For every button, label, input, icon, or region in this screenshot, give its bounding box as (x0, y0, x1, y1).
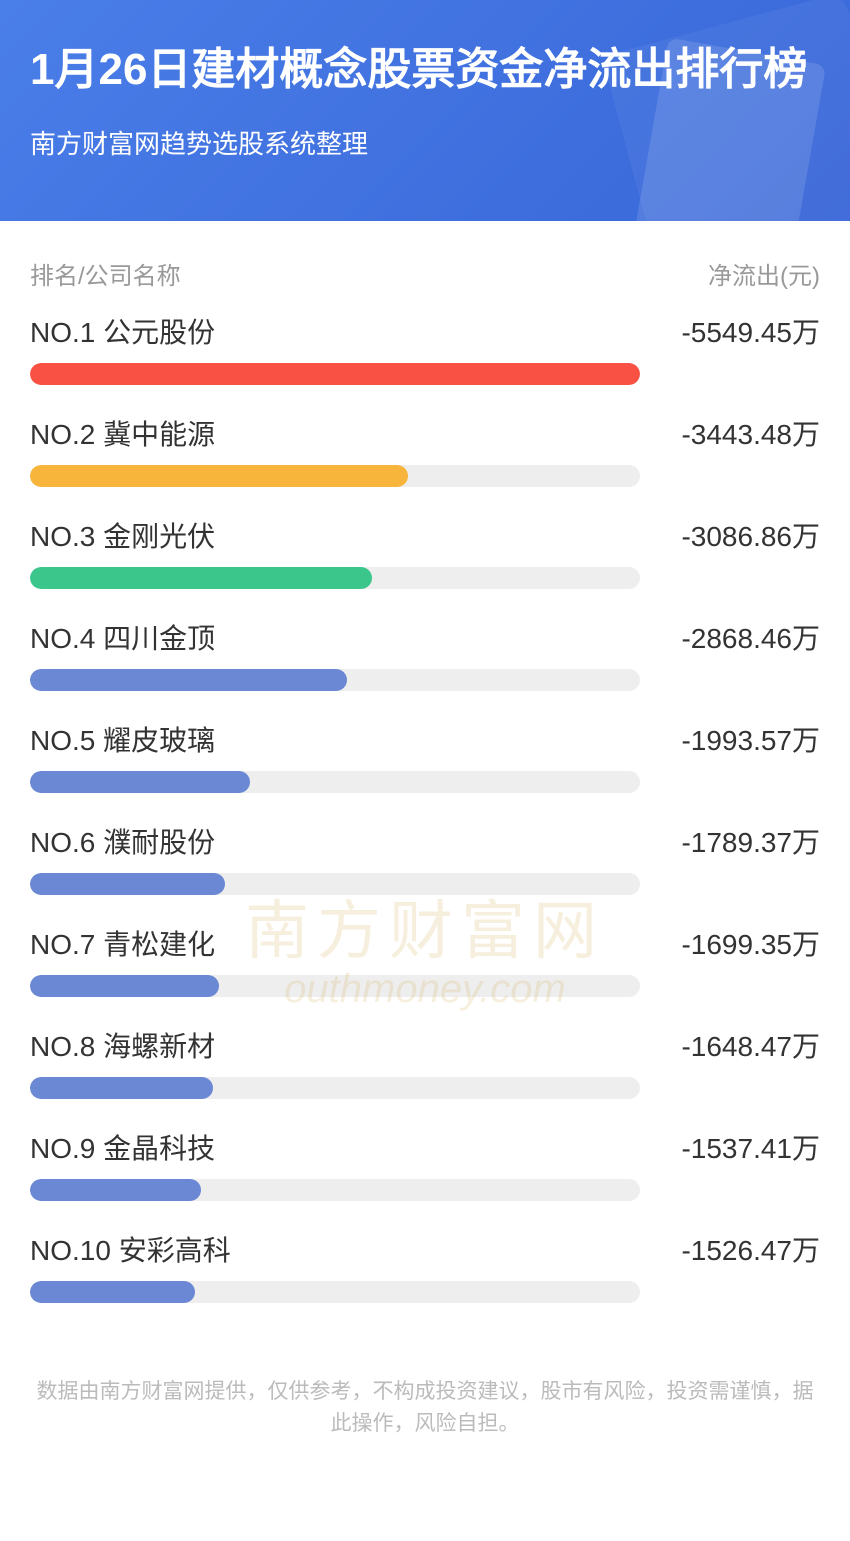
rank-name: NO.8 海螺新材 (30, 1025, 215, 1065)
bar-fill (30, 975, 219, 997)
rank-value: -3086.86万 (681, 515, 820, 555)
bar-track (30, 873, 640, 895)
rank-name: NO.2 冀中能源 (30, 413, 215, 453)
rank-value: -1648.47万 (681, 1025, 820, 1065)
bar-track (30, 1179, 640, 1201)
rank-item: NO.10 安彩高科 -1526.47万 (30, 1229, 820, 1303)
rank-value: -1526.47万 (681, 1229, 820, 1269)
rank-row: NO.3 金刚光伏 -3086.86万 (30, 515, 820, 555)
rank-item: NO.2 冀中能源 -3443.48万 (30, 413, 820, 487)
page-container: 1月26日建材概念股票资金净流出排行榜 南方财富网趋势选股系统整理 排名/公司名… (0, 0, 850, 1469)
rank-row: NO.4 四川金顶 -2868.46万 (30, 617, 820, 657)
rank-row: NO.1 公元股份 -5549.45万 (30, 311, 820, 351)
rank-value: -1993.57万 (681, 719, 820, 759)
page-title: 1月26日建材概念股票资金净流出排行榜 (30, 40, 820, 99)
rank-item: NO.6 濮耐股份 -1789.37万 (30, 821, 820, 895)
rank-value: -1537.41万 (681, 1127, 820, 1167)
rank-value: -1699.35万 (681, 923, 820, 963)
page-subtitle: 南方财富网趋势选股系统整理 (30, 124, 820, 161)
rank-name: NO.1 公元股份 (30, 311, 215, 351)
rank-row: NO.7 青松建化 -1699.35万 (30, 923, 820, 963)
rank-item: NO.5 耀皮玻璃 -1993.57万 (30, 719, 820, 793)
rank-row: NO.10 安彩高科 -1526.47万 (30, 1229, 820, 1269)
rank-value: -3443.48万 (681, 413, 820, 453)
bar-track (30, 1077, 640, 1099)
rank-item: NO.4 四川金顶 -2868.46万 (30, 617, 820, 691)
rank-name: NO.7 青松建化 (30, 923, 215, 963)
rank-value: -5549.45万 (681, 311, 820, 351)
bar-fill (30, 1281, 195, 1303)
rank-name: NO.3 金刚光伏 (30, 515, 215, 555)
bar-fill (30, 669, 347, 691)
rank-row: NO.5 耀皮玻璃 -1993.57万 (30, 719, 820, 759)
col-left-label: 排名/公司名称 (30, 256, 181, 291)
rank-item: NO.1 公元股份 -5549.45万 (30, 311, 820, 385)
rank-name: NO.4 四川金顶 (30, 617, 215, 657)
rank-row: NO.2 冀中能源 -3443.48万 (30, 413, 820, 453)
rank-value: -1789.37万 (681, 821, 820, 861)
bar-fill (30, 363, 640, 385)
bar-track (30, 1281, 640, 1303)
header-banner: 1月26日建材概念股票资金净流出排行榜 南方财富网趋势选股系统整理 (0, 0, 850, 221)
rank-row: NO.8 海螺新材 -1648.47万 (30, 1025, 820, 1065)
rank-name: NO.10 安彩高科 (30, 1229, 231, 1269)
bar-fill (30, 1077, 213, 1099)
rank-item: NO.8 海螺新材 -1648.47万 (30, 1025, 820, 1099)
bar-fill (30, 465, 408, 487)
col-right-label: 净流出(元) (708, 256, 820, 291)
rank-list: NO.1 公元股份 -5549.45万 NO.2 冀中能源 -3443.48万 NO.3… (30, 311, 820, 1303)
bar-track (30, 363, 640, 385)
column-headers: 排名/公司名称 净流出(元) (30, 256, 820, 291)
bar-track (30, 771, 640, 793)
bar-fill (30, 771, 250, 793)
rank-item: NO.3 金刚光伏 -3086.86万 (30, 515, 820, 589)
bar-track (30, 975, 640, 997)
content-area: 排名/公司名称 净流出(元) NO.1 公元股份 -5549.45万 NO.2 冀中… (0, 221, 850, 1351)
bar-track (30, 669, 640, 691)
rank-row: NO.6 濮耐股份 -1789.37万 (30, 821, 820, 861)
rank-name: NO.6 濮耐股份 (30, 821, 215, 861)
bar-track (30, 465, 640, 487)
rank-name: NO.5 耀皮玻璃 (30, 719, 215, 759)
bar-track (30, 567, 640, 589)
rank-name: NO.9 金晶科技 (30, 1127, 215, 1167)
rank-row: NO.9 金晶科技 -1537.41万 (30, 1127, 820, 1167)
bar-fill (30, 1179, 201, 1201)
bar-fill (30, 567, 372, 589)
rank-item: NO.9 金晶科技 -1537.41万 (30, 1127, 820, 1201)
disclaimer-text: 数据由南方财富网提供，仅供参考，不构成投资建议，股市有风险，投资需谨慎，据此操作… (0, 1351, 850, 1469)
bar-fill (30, 873, 225, 895)
rank-value: -2868.46万 (681, 617, 820, 657)
rank-item: NO.7 青松建化 -1699.35万 (30, 923, 820, 997)
